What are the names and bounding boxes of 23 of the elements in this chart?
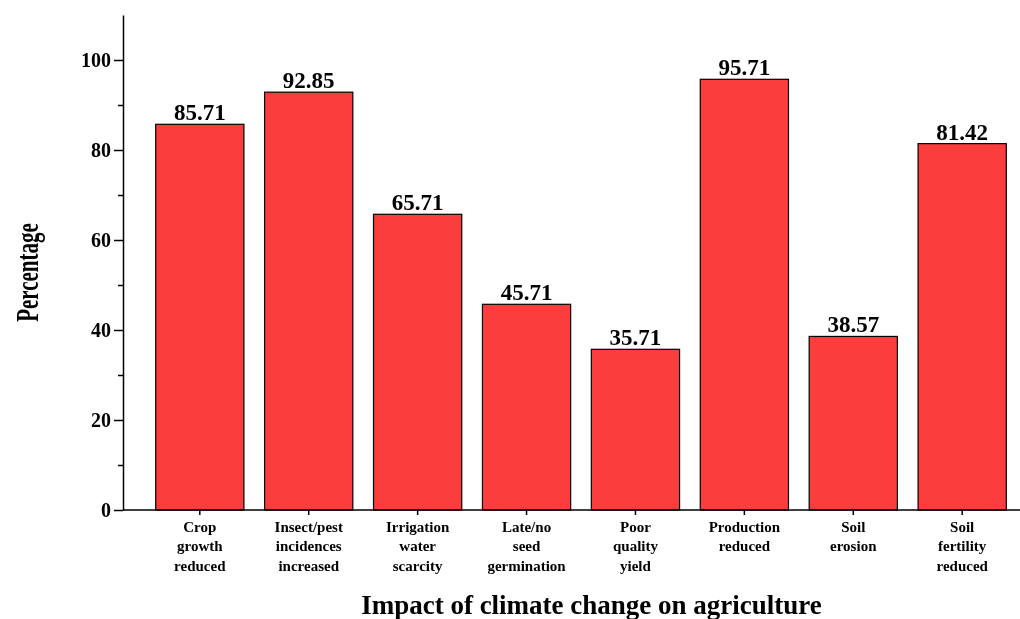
y-tick-label: 60 [91,228,111,251]
x-tick-label: Soil fertility reduced [936,518,989,574]
data-label: 95.71 [718,55,771,81]
data-label: 35.71 [609,325,662,351]
x-tick-label: Poor quality yield [612,518,659,574]
y-tick-label: 40 [91,318,111,341]
data-label: 65.71 [391,190,444,216]
y-tick-label: 100 [81,48,111,71]
data-label: 85.71 [173,100,226,126]
y-tick-label: 0 [101,498,111,521]
x-tick-label: Insect/pest incidences increased [274,518,343,574]
x-tick-label: Irrigation water scarcity [385,518,450,574]
y-tick-label: 20 [91,408,111,431]
x-tick-label: Soil erosion [830,518,878,554]
data-label: 92.85 [282,68,335,94]
data-label: 38.57 [827,312,880,338]
data-label: 81.42 [936,119,989,145]
y-tick-label: 80 [91,138,111,161]
data-label: 45.71 [500,280,553,306]
x-tick-label: Late/no seed germination [487,518,567,574]
x-tick-label: Production reduced [708,518,781,554]
y-axis-title: Percentage [9,223,46,322]
x-tick-label: Crop growth reduced [174,518,227,574]
